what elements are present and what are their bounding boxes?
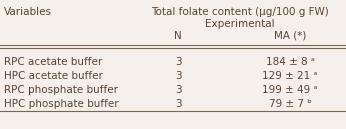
Text: MA (*): MA (*): [274, 31, 306, 41]
Text: Total folate content (μg/100 g FW): Total folate content (μg/100 g FW): [151, 7, 329, 17]
Text: 3: 3: [175, 71, 181, 81]
Text: RPC acetate buffer: RPC acetate buffer: [4, 57, 102, 67]
Text: 184 ± 8 ᵃ: 184 ± 8 ᵃ: [266, 57, 315, 67]
Text: RPC phosphate buffer: RPC phosphate buffer: [4, 85, 118, 95]
Text: HPC phosphate buffer: HPC phosphate buffer: [4, 99, 119, 109]
Text: N: N: [174, 31, 182, 41]
Text: 3: 3: [175, 85, 181, 95]
Text: 3: 3: [175, 99, 181, 109]
Text: Experimental: Experimental: [205, 19, 275, 29]
Text: 3: 3: [175, 57, 181, 67]
Text: 129 ± 21 ᵃ: 129 ± 21 ᵃ: [262, 71, 318, 81]
Text: 79 ± 7 ᵇ: 79 ± 7 ᵇ: [268, 99, 311, 109]
Text: HPC acetate buffer: HPC acetate buffer: [4, 71, 103, 81]
Text: 199 ± 49 ᵃ: 199 ± 49 ᵃ: [262, 85, 318, 95]
Text: Variables: Variables: [4, 7, 52, 17]
